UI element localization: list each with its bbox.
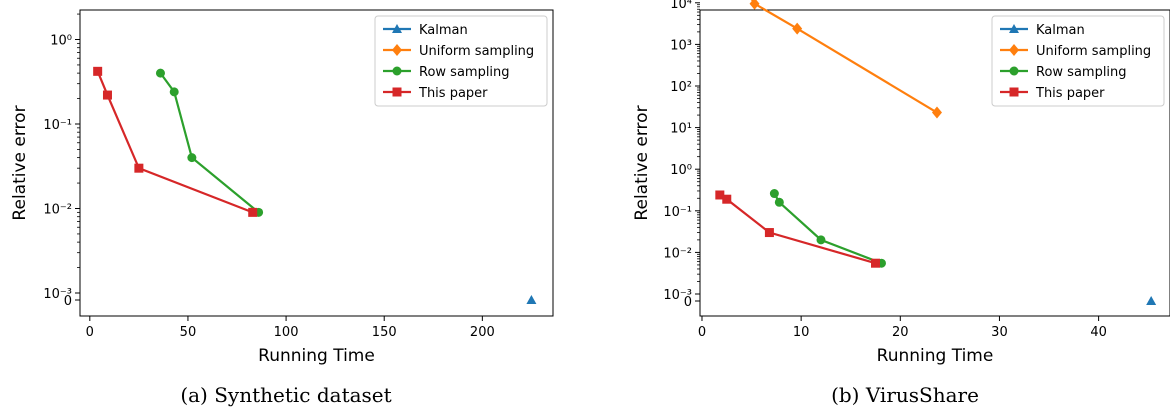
y-tick-label: 10³	[670, 38, 692, 53]
y-tick-label: 0	[684, 295, 692, 310]
y-tick-label: 10⁻³	[663, 288, 692, 303]
data-point	[187, 153, 197, 163]
series-row-sampling	[155, 68, 264, 217]
data-point	[769, 189, 779, 199]
series-row-sampling	[769, 189, 886, 268]
series-line	[750, 0, 938, 114]
chart-2: 010203040010⁻³10⁻²10⁻¹10⁰10¹10²10³10⁴10⁵…	[632, 0, 1170, 407]
caption: (b) VirusShare	[831, 383, 979, 407]
data-point	[816, 235, 826, 245]
data-point	[93, 66, 103, 76]
series-kalman	[526, 295, 537, 304]
data-point	[871, 258, 881, 268]
data-point	[1146, 296, 1157, 305]
x-tick-label: 0	[86, 325, 94, 340]
y-tick-label: 0	[64, 294, 72, 309]
x-tick-label: 0	[698, 325, 706, 340]
y-tick-label: 10²	[670, 80, 692, 95]
legend-marker	[1009, 24, 1019, 33]
x-tick-label: 20	[892, 325, 909, 340]
legend-label: This paper	[1035, 86, 1105, 101]
legend: Kalman Uniform sampling Row sampling This p…	[374, 15, 548, 107]
caption: (a) Synthetic dataset	[180, 383, 391, 407]
series-uniform-sampling	[749, 0, 942, 119]
legend-item: Uniform sampling	[1000, 44, 1151, 59]
x-tick-label: 40	[1090, 325, 1107, 340]
legend-label: Row sampling	[419, 65, 510, 80]
y-tick-label: 10⁻³	[43, 287, 72, 302]
data-point	[774, 197, 784, 207]
y-tick-label: 10⁻²	[663, 246, 692, 261]
legend-marker	[392, 44, 402, 56]
legend-label: Kalman	[1036, 23, 1085, 38]
data-point	[169, 87, 179, 97]
y-tick-label: 10¹	[670, 122, 692, 137]
data-point	[155, 68, 165, 78]
legend-marker	[392, 87, 402, 97]
legend: Kalman Uniform sampling Row sampling This p…	[991, 15, 1165, 107]
data-point	[749, 0, 760, 10]
series-this-paper	[93, 66, 258, 217]
legend-marker	[1009, 87, 1019, 97]
series-this-paper	[715, 190, 881, 268]
x-tick-label: 100	[274, 325, 299, 340]
legend-item: Row sampling	[383, 65, 510, 80]
legend-box	[374, 15, 548, 107]
legend-label: Uniform sampling	[419, 44, 534, 59]
legend-box	[991, 15, 1165, 107]
y-tick-label: 10⁻²	[43, 203, 72, 218]
data-point	[722, 194, 732, 204]
legend-label: Row sampling	[1036, 65, 1127, 80]
y-tick-label: 10⁴	[670, 0, 692, 12]
legend-item: Row sampling	[1000, 65, 1127, 80]
plot-frame	[699, 9, 1170, 317]
y-tick-label: 10⁰	[670, 163, 692, 178]
legend-marker	[392, 66, 402, 76]
y-tick-label: 10⁻¹	[663, 205, 692, 220]
data-point	[792, 22, 803, 35]
x-tick-label: 30	[991, 325, 1008, 340]
legend-item: Kalman	[383, 23, 468, 38]
legend-label: Kalman	[419, 23, 468, 38]
x-axis-label: Running Time	[877, 346, 994, 366]
y-tick-label: 10⁻¹	[43, 118, 72, 133]
data-point	[102, 90, 112, 100]
series-kalman	[1146, 296, 1157, 305]
y-axis-label: Relative error	[632, 105, 652, 220]
legend-marker	[1009, 66, 1019, 76]
data-point	[764, 228, 774, 238]
data-point	[931, 106, 942, 119]
series-line	[159, 72, 260, 214]
x-tick-label: 150	[372, 325, 397, 340]
x-tick-label: 50	[180, 325, 197, 340]
data-point	[134, 163, 144, 173]
legend-marker	[392, 24, 402, 33]
x-tick-label: 200	[470, 325, 495, 340]
legend-marker	[1009, 44, 1019, 56]
data-point	[526, 295, 537, 304]
legend-label: Uniform sampling	[1036, 44, 1151, 59]
series-line	[96, 70, 254, 214]
legend-item: This paper	[1000, 86, 1105, 101]
data-point	[248, 207, 258, 217]
x-tick-label: 10	[793, 325, 810, 340]
y-axis-label: Relative error	[10, 105, 30, 220]
series-line	[773, 192, 882, 265]
legend-item: Uniform sampling	[383, 44, 534, 59]
legend-item: This paper	[383, 86, 488, 101]
data-point	[715, 190, 725, 200]
legend-label: This paper	[418, 86, 488, 101]
legend-item: Kalman	[1000, 23, 1085, 38]
plot-frame	[79, 9, 554, 317]
x-axis-label: Running Time	[258, 346, 375, 366]
y-tick-label: 10⁰	[50, 34, 72, 49]
